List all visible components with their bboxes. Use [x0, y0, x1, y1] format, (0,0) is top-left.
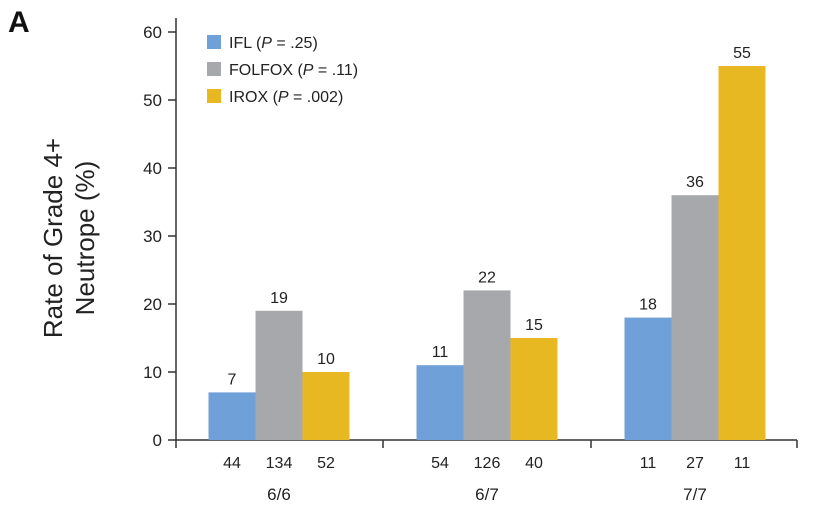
n-label: 44 [223, 455, 241, 472]
y-axis-label-line: Rate of Grade 4+ [38, 138, 68, 338]
n-label: 126 [474, 455, 501, 472]
value-label: 19 [270, 290, 288, 307]
y-tick-label: 40 [143, 159, 162, 178]
n-label: 134 [266, 455, 293, 472]
y-tick-label: 50 [143, 91, 162, 110]
n-label: 52 [317, 455, 335, 472]
legend-entry: IFL (P = .25) [229, 35, 318, 52]
category-label: 6/6 [267, 485, 291, 504]
legend-swatch [207, 89, 221, 103]
bar-folfox-2 [463, 290, 511, 440]
value-label: 15 [525, 317, 543, 334]
legend: IFL (P = .25) FOLFOX (P = .11) IROX (P = .… [207, 35, 358, 106]
n-label: 54 [431, 455, 449, 472]
bar-ifl-1 [208, 392, 256, 440]
value-label: 11 [432, 344, 449, 361]
y-axis-label-line: Neutrope (%) [70, 161, 100, 316]
category-label: 6/7 [475, 485, 499, 504]
bar-folfox-3 [671, 195, 719, 440]
legend-swatch [207, 35, 221, 49]
value-label: 10 [317, 351, 335, 368]
legend-entry: FOLFOX (P = .11) [229, 62, 358, 79]
bar-folfox-1 [255, 310, 303, 440]
category-label: 7/7 [683, 485, 707, 504]
value-label: 18 [639, 297, 657, 314]
y-tick-label: 20 [143, 295, 162, 314]
legend-entry: IROX (P = .002) [229, 89, 343, 106]
bar-irox-1 [302, 372, 350, 440]
labels: 7 44 19 134 10 52 6/6 11 54 22 126 15 40 6/7 18 11 36 27 5… [223, 45, 751, 504]
n-label: 40 [525, 455, 543, 472]
n-label: 11 [640, 455, 657, 472]
y-axis-label: Rate of Grade 4+Neutrope (%) [38, 138, 100, 338]
value-label: 22 [478, 269, 496, 286]
bar-ifl-3 [624, 317, 672, 440]
bar-irox-3 [718, 66, 766, 440]
bar-ifl-2 [416, 365, 464, 440]
panel-label: A [8, 6, 30, 39]
y-tick-label: 60 [143, 23, 162, 42]
n-label: 27 [686, 455, 704, 472]
bar-irox-2 [510, 338, 558, 440]
y-axis-label-text: Rate of Grade 4+Neutrope (%) [38, 138, 100, 338]
legend-swatch [207, 62, 221, 76]
value-label: 55 [733, 45, 751, 62]
y-tick-label: 10 [143, 363, 162, 382]
value-label: 36 [686, 174, 704, 191]
bars [208, 66, 766, 440]
value-label: 7 [228, 371, 237, 388]
y-tick-label: 30 [143, 227, 162, 246]
n-label: 11 [734, 455, 751, 472]
y-tick-label: 0 [153, 431, 162, 450]
